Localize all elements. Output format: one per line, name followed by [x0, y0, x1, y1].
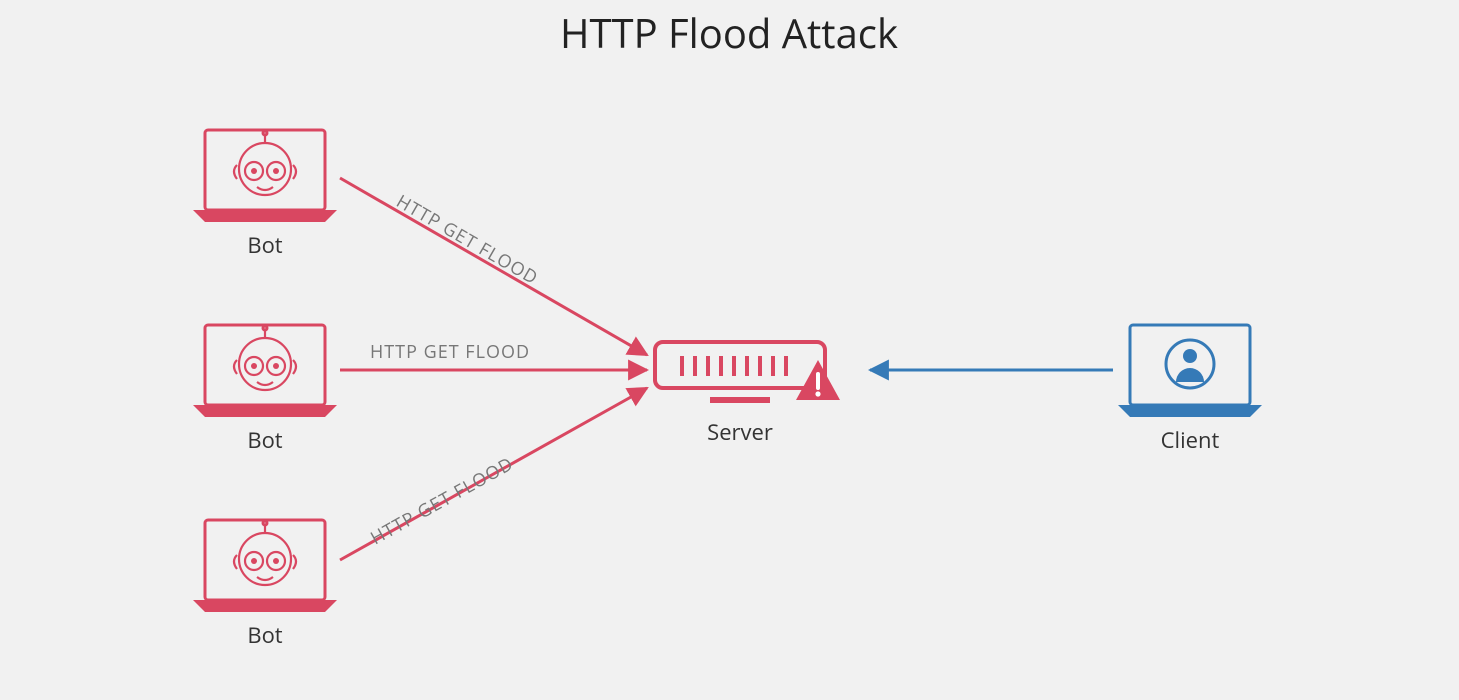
node-label: Bot — [247, 230, 282, 260]
node-label: Bot — [247, 425, 282, 455]
diagram-background — [0, 0, 1459, 700]
diagram-canvas: HTTP Flood Attack HTTP GET FLOOD HTTP GE… — [0, 0, 1459, 700]
node-label: Client — [1161, 425, 1220, 455]
node-label: Server — [707, 417, 773, 447]
edge-label-bot2: HTTP GET FLOOD — [370, 340, 530, 364]
node-label: Bot — [247, 620, 282, 650]
diagram-title: HTTP Flood Attack — [560, 5, 898, 60]
